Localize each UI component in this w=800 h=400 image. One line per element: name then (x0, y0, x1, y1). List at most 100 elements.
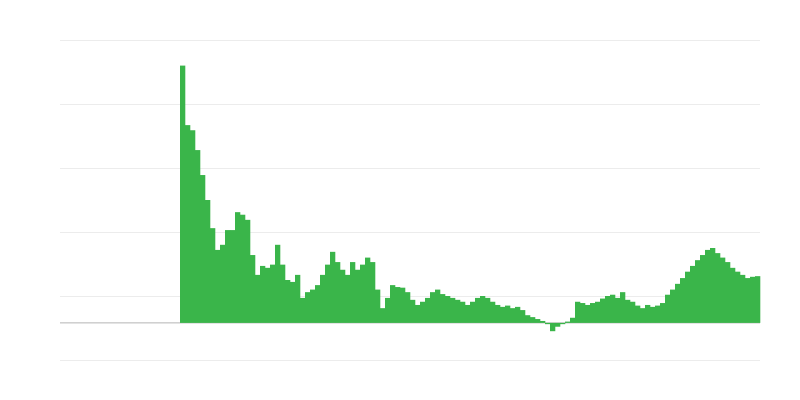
bar (300, 297, 306, 323)
bar (605, 296, 611, 323)
bar (360, 264, 366, 323)
bar (485, 297, 491, 323)
bar (370, 262, 376, 323)
bar (615, 297, 621, 323)
bar (525, 315, 531, 323)
bar (385, 297, 391, 323)
bar (320, 274, 326, 323)
bar (630, 301, 636, 323)
bar (665, 294, 671, 323)
bar (465, 304, 471, 323)
bar (355, 269, 361, 323)
bar (430, 292, 436, 323)
bar (555, 322, 561, 327)
bar (505, 305, 511, 323)
bar (725, 262, 731, 323)
bar (650, 306, 656, 323)
bar (685, 271, 691, 323)
bar (495, 304, 501, 323)
bar (590, 303, 596, 323)
bar (245, 219, 251, 323)
bar (250, 255, 256, 323)
bar (455, 299, 461, 323)
bar (415, 304, 421, 323)
bar (715, 253, 721, 323)
bar (270, 264, 276, 323)
bar (350, 262, 356, 323)
bar (690, 265, 696, 323)
bar (180, 65, 186, 323)
bar (420, 301, 426, 323)
bar (575, 301, 581, 323)
bar (490, 301, 496, 323)
bar (390, 285, 396, 323)
bar (695, 260, 701, 323)
bar (545, 322, 551, 325)
bar (280, 264, 286, 323)
bar (470, 301, 476, 323)
bar (220, 244, 226, 323)
bar (510, 308, 516, 323)
bar (335, 262, 341, 323)
bar (410, 299, 416, 323)
bar (740, 274, 746, 323)
bar (315, 285, 321, 323)
bar (635, 305, 641, 323)
bar (425, 297, 431, 323)
bar (595, 301, 601, 323)
bar (460, 301, 466, 323)
bar (735, 271, 741, 323)
bar (670, 289, 676, 323)
bar (520, 310, 526, 323)
bar (395, 287, 401, 323)
bar (540, 320, 546, 323)
bar (340, 269, 346, 323)
bar (445, 296, 451, 323)
bar (185, 125, 191, 323)
bar (330, 251, 336, 323)
bar (565, 321, 571, 323)
bar (380, 308, 386, 323)
bar (405, 292, 411, 323)
bar (580, 303, 586, 323)
bar (625, 299, 631, 323)
bar (550, 322, 556, 332)
bar (585, 304, 591, 323)
bar (260, 265, 266, 323)
bar (610, 294, 616, 323)
bar (710, 248, 716, 323)
bar (435, 289, 441, 323)
bar (500, 306, 506, 323)
bar (305, 292, 311, 323)
bar (750, 276, 756, 323)
bar (645, 304, 651, 323)
bar (295, 274, 301, 323)
bar (240, 214, 246, 323)
bar (705, 249, 711, 323)
bar (480, 296, 486, 323)
bar (535, 319, 541, 323)
bar (375, 289, 381, 323)
bar (680, 278, 686, 323)
bar (450, 297, 456, 323)
bar (230, 230, 236, 323)
bar (215, 249, 221, 323)
bar (235, 212, 241, 323)
bar (700, 255, 706, 323)
bar (290, 281, 296, 323)
bar (745, 278, 751, 323)
bar (515, 306, 521, 323)
bar (720, 257, 726, 323)
bar (475, 297, 481, 323)
bar (310, 289, 316, 323)
bar (265, 267, 271, 323)
bar (600, 298, 606, 323)
bar (400, 287, 406, 323)
bar (755, 276, 761, 323)
bars (180, 65, 761, 332)
bar (325, 264, 331, 323)
bar (560, 322, 566, 325)
bar (345, 274, 351, 323)
bar (285, 280, 291, 323)
